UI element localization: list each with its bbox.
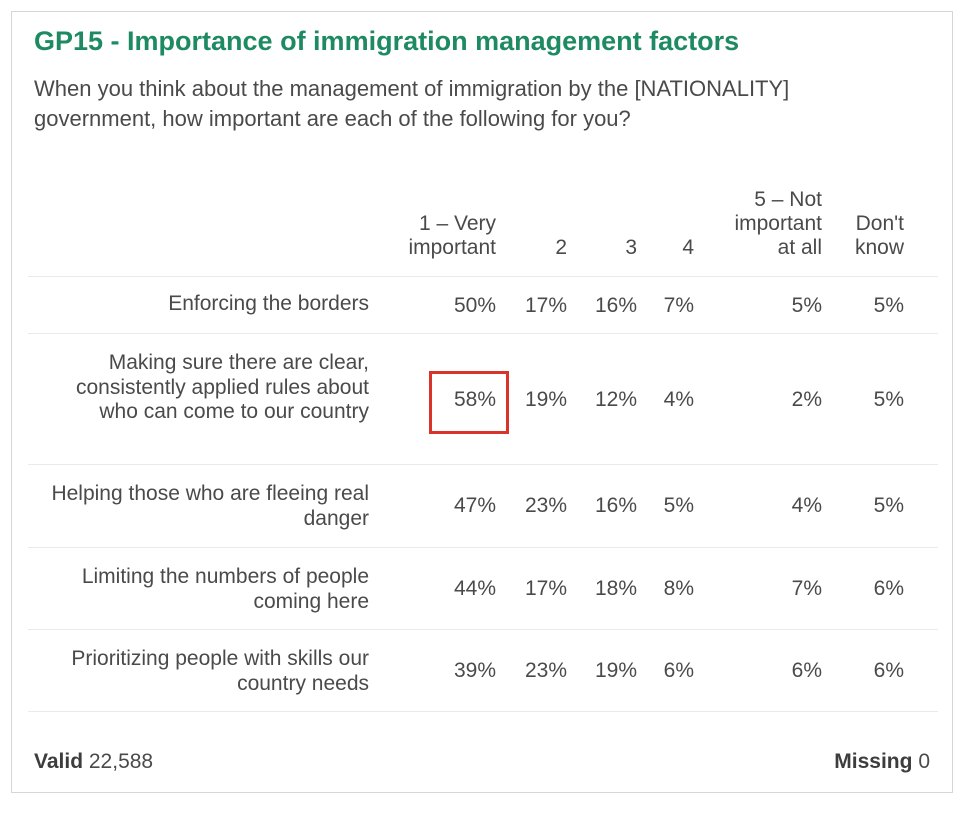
cell-value: 23% bbox=[524, 659, 567, 682]
valid-value: 22,588 bbox=[88, 750, 154, 773]
cell-value: 50% bbox=[453, 294, 496, 317]
row-label: Prioritizing people with skills our coun… bbox=[71, 647, 369, 695]
valid-count: Valid 22,588 bbox=[34, 750, 153, 774]
divider bbox=[28, 547, 938, 548]
cell-value: 19% bbox=[594, 659, 637, 682]
cell-value: 6% bbox=[663, 659, 694, 682]
cell-value: 5% bbox=[873, 294, 904, 317]
cell-value: 5% bbox=[873, 494, 904, 517]
cell-value: 6% bbox=[791, 659, 822, 682]
divider bbox=[28, 711, 938, 712]
cell-value: 5% bbox=[663, 494, 694, 517]
table-row: Making sure there are clear, consistentl… bbox=[12, 334, 952, 464]
cell-value: 58% bbox=[453, 388, 496, 411]
table-row: Limiting the numbers of people coming he… bbox=[12, 548, 952, 630]
row-label: Making sure there are clear, consistentl… bbox=[75, 351, 369, 423]
column-header-dont-know: Don't know bbox=[854, 212, 904, 259]
divider bbox=[28, 333, 938, 334]
missing-value: 0 bbox=[918, 750, 930, 773]
column-header-3: 3 bbox=[625, 236, 637, 259]
missing-count: Missing 0 bbox=[834, 750, 930, 774]
cell-value: 12% bbox=[594, 388, 637, 411]
cell-value: 18% bbox=[594, 577, 637, 600]
cell-value: 23% bbox=[524, 494, 567, 517]
cell-value: 6% bbox=[873, 577, 904, 600]
divider bbox=[28, 464, 938, 465]
page-title: GP15 - Importance of immigration managem… bbox=[34, 26, 740, 56]
column-header-4: 4 bbox=[682, 236, 694, 259]
cell-value: 2% bbox=[791, 388, 822, 411]
valid-label: Valid bbox=[34, 750, 84, 773]
cell-value: 7% bbox=[791, 577, 822, 600]
cell-value: 19% bbox=[524, 388, 567, 411]
table-row: Helping those who are fleeing real dange… bbox=[12, 465, 952, 547]
cell-value: 5% bbox=[873, 388, 904, 411]
cell-value: 17% bbox=[524, 577, 567, 600]
cell-value: 7% bbox=[663, 294, 694, 317]
cell-value: 6% bbox=[873, 659, 904, 682]
column-header-1: 1 – Very important bbox=[408, 212, 496, 259]
cell-value: 8% bbox=[663, 577, 694, 600]
cell-value: 4% bbox=[791, 494, 822, 517]
cell-value: 39% bbox=[453, 659, 496, 682]
row-label: Enforcing the borders bbox=[168, 292, 369, 315]
cell-value: 16% bbox=[594, 494, 637, 517]
missing-label: Missing bbox=[834, 750, 913, 773]
divider bbox=[28, 629, 938, 630]
column-header-2: 2 bbox=[555, 236, 567, 259]
highlight-box bbox=[429, 371, 509, 434]
divider bbox=[28, 276, 938, 277]
row-label: Limiting the numbers of people coming he… bbox=[81, 565, 369, 613]
cell-value: 47% bbox=[453, 494, 496, 517]
column-header-5: 5 – Not important at all bbox=[734, 188, 822, 259]
cell-value: 44% bbox=[453, 577, 496, 600]
table-row: Enforcing the borders 50% 17% 16% 7% 5% … bbox=[12, 277, 952, 333]
row-label: Helping those who are fleeing real dange… bbox=[51, 482, 369, 530]
results-card: GP15 - Importance of immigration managem… bbox=[11, 11, 953, 793]
cell-value: 5% bbox=[791, 294, 822, 317]
cell-value: 17% bbox=[524, 294, 567, 317]
cell-value: 4% bbox=[663, 388, 694, 411]
question-text: When you think about the management of i… bbox=[34, 76, 790, 131]
cell-value: 16% bbox=[594, 294, 637, 317]
table-row: Prioritizing people with skills our coun… bbox=[12, 630, 952, 712]
